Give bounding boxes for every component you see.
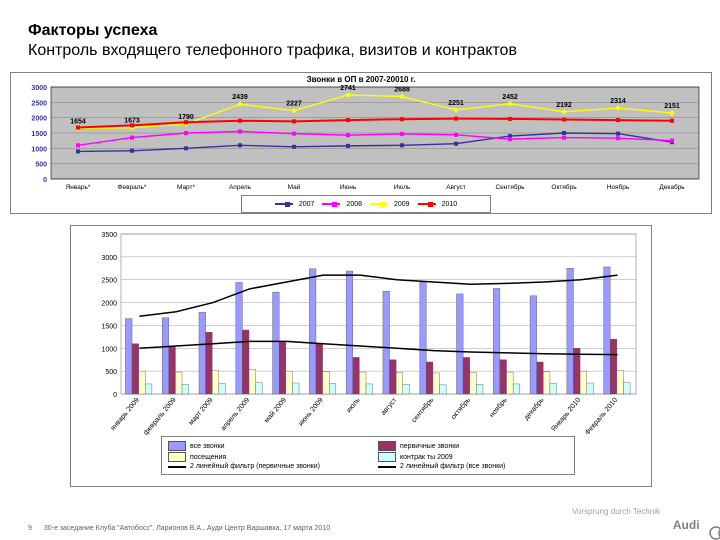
title-bold: Факторы успеха xyxy=(28,22,517,40)
svg-text:март 2009: март 2009 xyxy=(188,397,215,427)
title-subtitle: Контроль входящего телефонного трафика, … xyxy=(28,42,517,60)
chart-calls-by-year: Звонки в ОП в 2007-20010 г. 050010001500… xyxy=(10,72,712,214)
svg-text:2452: 2452 xyxy=(502,94,518,101)
svg-text:2151: 2151 xyxy=(664,103,680,110)
svg-text:сентябрь: сентябрь xyxy=(410,396,436,424)
brand-block: Vorsprung durch Technik Audi xyxy=(572,507,708,534)
svg-text:0: 0 xyxy=(113,392,117,399)
svg-text:Май: Май xyxy=(288,183,301,191)
svg-text:июль: июль xyxy=(346,397,362,415)
svg-text:ноябрь: ноябрь xyxy=(488,396,509,419)
svg-text:Январь 2010: Январь 2010 xyxy=(550,397,582,433)
svg-text:октябрь: октябрь xyxy=(449,396,472,421)
svg-text:Июль: Июль xyxy=(394,184,411,191)
chart-calls-detail: 0 500 1000 1500 2000 2500 3000 3500 январь 2009ф… xyxy=(70,225,652,487)
svg-text:1500: 1500 xyxy=(101,323,117,330)
page-number: 9 xyxy=(28,525,32,532)
chart2-legend: все звонкипервичные звонкипосещенияконтр… xyxy=(161,436,575,475)
svg-text:2251: 2251 xyxy=(448,100,464,107)
svg-text:0: 0 xyxy=(43,177,47,184)
title-block: Факторы успеха Контроль входящего телефо… xyxy=(28,22,517,60)
footer-text: 30-е заседание Клуба "Автобосс", Ларионо… xyxy=(44,525,330,532)
svg-text:2000: 2000 xyxy=(31,116,47,123)
svg-text:500: 500 xyxy=(105,369,117,376)
svg-text:2000: 2000 xyxy=(101,301,117,308)
svg-text:1500: 1500 xyxy=(31,131,47,138)
brand-name: Audi xyxy=(673,518,700,532)
svg-text:Октябрь: Октябрь xyxy=(551,183,577,191)
footer: 9 30-е заседание Клуба "Автобосс", Ларио… xyxy=(28,525,330,532)
brand-tagline: Vorsprung durch Technik xyxy=(572,507,660,516)
svg-text:декабрь: декабрь xyxy=(522,396,545,422)
svg-text:2192: 2192 xyxy=(556,102,572,109)
svg-text:2314: 2314 xyxy=(610,98,626,105)
svg-text:1654: 1654 xyxy=(70,118,86,125)
svg-text:Август: Август xyxy=(446,184,466,191)
svg-text:Сентябрь: Сентябрь xyxy=(495,183,525,191)
svg-text:Март*: Март* xyxy=(177,184,196,191)
chart1-svg: 0500100015002000250030001654167317902439… xyxy=(11,73,711,213)
svg-text:Февраль*: Февраль* xyxy=(118,184,147,191)
svg-text:3000: 3000 xyxy=(31,85,47,92)
svg-text:август: август xyxy=(380,396,399,417)
svg-text:2500: 2500 xyxy=(101,278,117,285)
svg-text:Январь*: Январь* xyxy=(66,184,91,191)
svg-text:Декабрь: Декабрь xyxy=(659,183,685,191)
svg-text:2439: 2439 xyxy=(232,94,248,101)
svg-text:Апрель: Апрель xyxy=(229,184,252,191)
svg-text:3500: 3500 xyxy=(101,232,117,239)
chart1-legend: 2007200820092010 xyxy=(241,195,491,213)
svg-text:Июнь: Июнь xyxy=(340,184,357,191)
svg-text:май 2009: май 2009 xyxy=(263,396,289,424)
svg-text:3000: 3000 xyxy=(101,255,117,262)
svg-text:500: 500 xyxy=(35,162,47,169)
svg-text:2741: 2741 xyxy=(340,85,356,92)
svg-text:апрель 2009: апрель 2009 xyxy=(220,397,251,433)
svg-text:январь 2009: январь 2009 xyxy=(110,397,141,432)
svg-text:2227: 2227 xyxy=(286,101,302,108)
svg-text:1790: 1790 xyxy=(178,114,194,121)
svg-text:2500: 2500 xyxy=(31,100,47,107)
svg-text:Ноябрь: Ноябрь xyxy=(607,183,630,191)
svg-text:февраль 2009: февраль 2009 xyxy=(143,397,178,437)
svg-text:1000: 1000 xyxy=(101,346,117,353)
svg-text:2688: 2688 xyxy=(394,87,410,94)
svg-text:Февраль 2010: Февраль 2010 xyxy=(584,397,619,437)
svg-text:1000: 1000 xyxy=(31,146,47,153)
slide: Факторы успеха Контроль входящего телефо… xyxy=(0,0,720,540)
svg-text:июнь 2009: июнь 2009 xyxy=(298,397,325,428)
